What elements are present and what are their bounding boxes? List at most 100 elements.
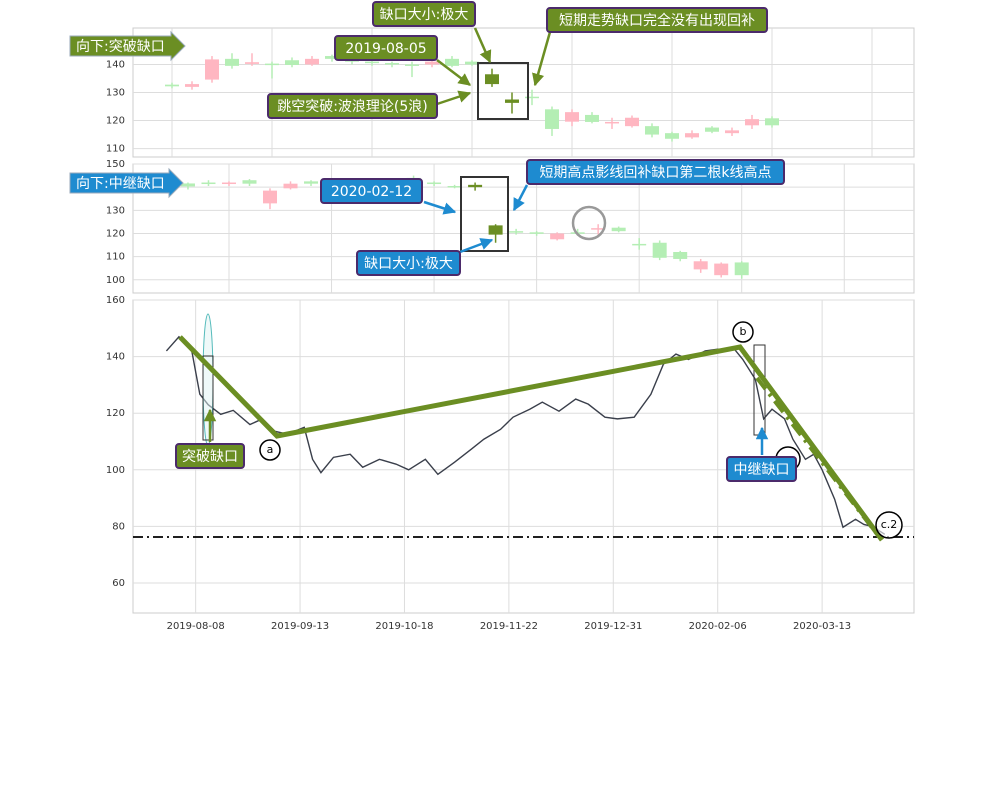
annotation-text: 突破缺口: [182, 449, 238, 465]
candle-body: [645, 126, 659, 135]
candle-body: [725, 130, 739, 134]
annotation-box: [69, 167, 184, 199]
y-tick-label: 120: [106, 116, 125, 127]
x-tick-label: 2020-02-06: [689, 621, 747, 632]
y-tick-label: 60: [112, 578, 125, 589]
annotation-text: 2020-02-12: [331, 184, 412, 200]
candle-body: [465, 61, 479, 65]
candle-body: [611, 227, 626, 232]
x-tick-label: 2020-03-13: [793, 621, 851, 632]
candle-body: [185, 84, 199, 87]
candle-body: [585, 114, 599, 122]
arrow: [436, 59, 471, 86]
candle-body: [745, 119, 759, 126]
annotation-text: 缺口大小:极大: [364, 256, 453, 272]
candle-body: [525, 96, 539, 99]
candle-body: [425, 61, 439, 65]
annotation-text: 短期高点影线回补缺口第二根k线高点: [539, 164, 771, 181]
annotation-box: [69, 30, 186, 62]
candle-body: [714, 263, 729, 276]
gap-ellipse: [202, 313, 214, 447]
candle-body: [165, 84, 179, 87]
arrow: [459, 238, 494, 254]
y-tick-label: 110: [106, 252, 125, 263]
candle-body: [632, 243, 647, 246]
candle-body: [263, 190, 278, 204]
price-line: [165, 335, 886, 535]
candle-body: [201, 182, 216, 185]
candle-body: [221, 182, 236, 185]
x-tick-label: 2019-08-08: [167, 621, 225, 632]
x-tick-label: 2019-11-22: [480, 621, 538, 632]
annotation-box: [267, 93, 438, 119]
point-label: c.2: [881, 518, 898, 531]
annotation-box: [175, 443, 245, 469]
candle-body: [565, 112, 579, 122]
plot-frame: [132, 299, 915, 614]
candle-body: [625, 117, 639, 127]
candle-body: [665, 133, 679, 139]
y-tick-label: 130: [106, 205, 125, 216]
candle-body: [485, 74, 499, 85]
candle-body: [180, 183, 195, 187]
x-tick-label: 2019-09-13: [271, 621, 329, 632]
point-marker: [259, 439, 281, 461]
candle-body: [385, 63, 399, 65]
candle-body: [545, 109, 559, 129]
candle-body: [265, 63, 279, 66]
candle-body: [468, 184, 483, 188]
annotation-box: [334, 35, 438, 61]
arrow: [532, 31, 552, 87]
label-layer: 向下:突破缺口缺口大小:极大2019-08-05短期走势缺口完全没有出现回补跳空…: [69, 1, 903, 539]
candle-body: [245, 62, 259, 64]
candle-body: [505, 99, 519, 103]
annotation-box: [526, 159, 785, 185]
candle-body: [242, 180, 257, 184]
annotation-text: 向下:突破缺口: [76, 39, 165, 55]
y-tick-label: 120: [106, 408, 125, 419]
annotation-text: 跳空突破:波浪理论(5浪): [277, 99, 428, 115]
candle-body: [283, 183, 298, 189]
candle-body: [488, 225, 503, 235]
annotation-text: 缺口大小:极大: [380, 7, 469, 23]
arrow: [423, 200, 457, 215]
candle-body: [605, 121, 619, 124]
candle-body: [673, 252, 688, 259]
candle-body: [405, 64, 419, 66]
point-label: a: [267, 443, 274, 456]
candle-body: [225, 58, 239, 66]
trend-line: [755, 376, 882, 540]
candle-body: [652, 242, 667, 258]
candle-body: [529, 232, 544, 234]
annotation-text: 短期走势缺口完全没有出现回补: [559, 12, 755, 29]
candle-body: [445, 58, 459, 66]
point-label: b: [740, 325, 747, 338]
arrow: [512, 184, 529, 212]
plot-frame: [132, 163, 915, 294]
candle-body: [765, 118, 779, 126]
gap-box: [202, 355, 214, 441]
y-tick-label: 140: [106, 59, 125, 70]
overlay: [133, 27, 914, 542]
candle-body: [550, 233, 565, 240]
candle-body: [285, 60, 299, 66]
candle-body: [447, 186, 462, 188]
x-tick-label: 2019-10-18: [375, 621, 433, 632]
candle-body: [705, 127, 719, 132]
y-tick-label: 80: [112, 521, 125, 532]
annotation-text: 向下:中继缺口: [76, 176, 165, 192]
annotation-text: 2019-08-05: [345, 41, 426, 57]
annotation-box: [356, 250, 461, 276]
arrow: [436, 90, 472, 106]
annotation-box: [726, 456, 797, 482]
gap-box: [477, 62, 529, 120]
annotation-box: [320, 178, 423, 204]
candle-body: [509, 231, 524, 233]
point-marker: [732, 321, 754, 343]
y-tick-label: 100: [106, 465, 125, 476]
highlight-circle: [571, 205, 607, 241]
y-tick-label: 150: [106, 159, 125, 170]
y-tick-label: 140: [106, 352, 125, 363]
candle-body: [365, 61, 379, 64]
trend-line: [178, 335, 885, 542]
